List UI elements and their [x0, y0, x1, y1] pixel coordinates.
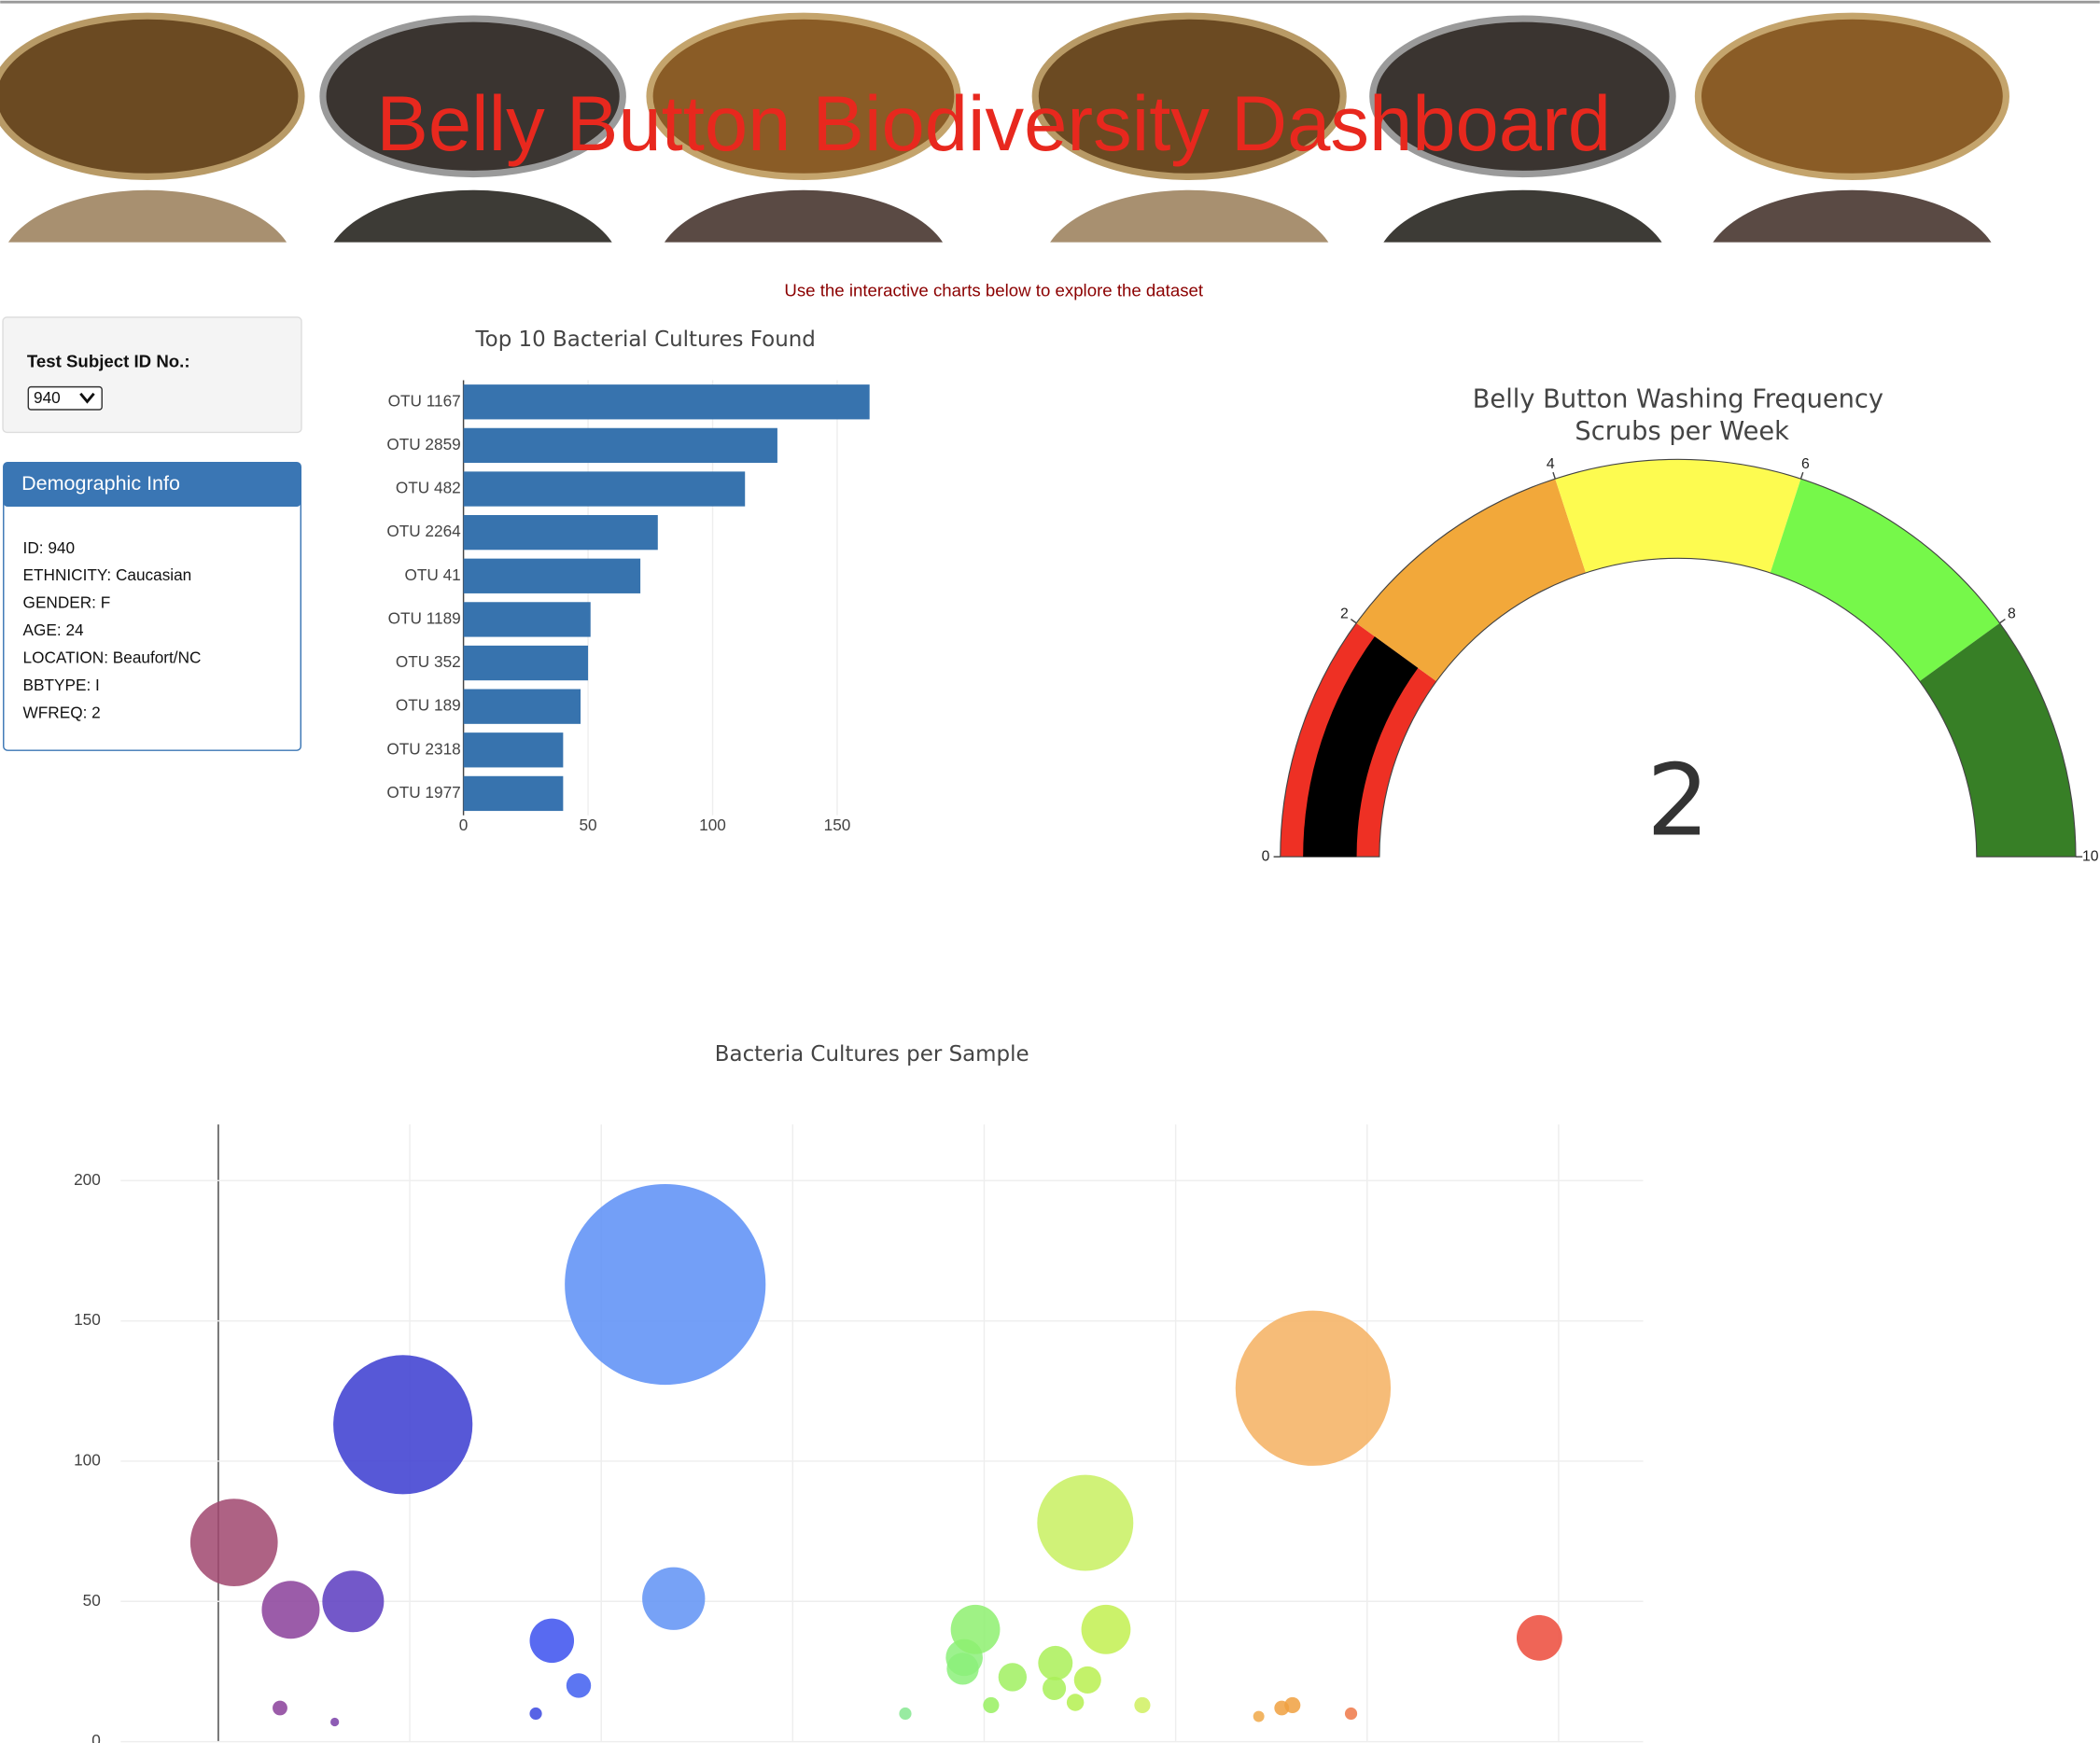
bubble	[1284, 1696, 1301, 1714]
gauge-tick	[1999, 618, 2006, 624]
demographic-row: AGE: 24	[23, 621, 84, 639]
page-title: Belly Button Biodiversity Dashboard	[376, 80, 1611, 167]
select-arrow[interactable]	[79, 392, 95, 404]
y-tick-label: 150	[74, 1310, 101, 1329]
bubble	[330, 1717, 340, 1727]
bubble	[1038, 1645, 1073, 1680]
y-tick-label: OTU 2264	[386, 522, 461, 540]
y-tick-label: OTU 1977	[386, 783, 460, 802]
gauge-tick-label: 0	[1262, 848, 1270, 864]
bar	[463, 558, 641, 593]
y-tick-label: OTU 2859	[386, 435, 460, 453]
bar	[463, 689, 581, 724]
chart-title: Bacteria Cultures per Sample	[715, 1042, 1029, 1067]
bubble	[1134, 1696, 1151, 1714]
bubble	[333, 1355, 473, 1495]
bar	[463, 602, 591, 637]
bar	[463, 471, 746, 507]
bubble	[1043, 1676, 1067, 1700]
bubble	[566, 1673, 592, 1698]
x-tick-label: 50	[579, 816, 596, 834]
gauge-tick	[1350, 618, 1357, 624]
y-tick-label: OTU 189	[396, 696, 461, 715]
gauge-step	[1919, 622, 2076, 858]
y-tick-label: OTU 352	[396, 652, 461, 671]
demographic-rows: ID: 940 ETHNICITY: Caucasian GENDER: F AGE:…	[23, 538, 202, 721]
bubble	[950, 1604, 1001, 1654]
selector-label: Test Subject ID No.:	[27, 352, 190, 371]
bubble	[1081, 1604, 1131, 1654]
gauge-tick-label: 8	[2008, 607, 2016, 622]
gauge-bar	[1303, 636, 1419, 858]
bubble	[1066, 1694, 1085, 1711]
bubble	[529, 1707, 542, 1721]
bubble	[1516, 1614, 1562, 1661]
subject-select[interactable]: 940	[27, 385, 103, 411]
header-banner	[0, 0, 2100, 243]
x-tick-label: 150	[824, 816, 851, 834]
gauge-step	[1770, 478, 2000, 682]
bubble	[1073, 1666, 1101, 1694]
gauge-value: 2	[1646, 743, 1710, 858]
bubble	[642, 1567, 706, 1630]
gauge-tick-label: 4	[1547, 456, 1555, 472]
gauge-tick	[1552, 471, 1556, 480]
chart-subtitle: Scrubs per Week	[1575, 417, 1789, 446]
gauge-step	[1356, 478, 1587, 682]
bar	[463, 427, 777, 464]
demographic-row: WFREQ: 2	[23, 703, 101, 721]
bubble	[1253, 1710, 1265, 1722]
demographic-row: LOCATION: Beaufort/NC	[23, 648, 202, 666]
demographic-row: ID: 940	[23, 538, 75, 557]
select-box[interactable]	[27, 385, 103, 411]
demographic-row: BBTYPE: I	[23, 676, 100, 694]
bar	[463, 732, 564, 768]
bar	[463, 645, 589, 681]
bubble	[998, 1663, 1028, 1692]
bubble	[1344, 1707, 1358, 1721]
gauge-tick-label: 2	[1340, 607, 1349, 622]
y-tick-label: OTU 482	[396, 479, 461, 497]
y-tick-label: OTU 41	[404, 565, 460, 584]
bubble	[273, 1700, 287, 1716]
gauge-step	[1555, 459, 1801, 573]
gauge-tick-label: 10	[2082, 848, 2099, 864]
bubble	[1037, 1474, 1134, 1571]
y-tick-label: OTU 1167	[388, 391, 461, 410]
bubble	[261, 1581, 320, 1639]
y-tick-label: 100	[74, 1450, 101, 1469]
bubble	[189, 1499, 278, 1586]
bubble	[899, 1707, 912, 1721]
gauge-tick	[1799, 471, 1804, 480]
x-tick-label: 0	[459, 816, 469, 834]
demographic-row: GENDER: F	[23, 593, 111, 612]
bar	[463, 384, 870, 420]
page-subtitle: Use the interactive charts below to expl…	[784, 281, 1203, 300]
y-tick-label: OTU 1189	[388, 608, 461, 627]
bar	[463, 775, 564, 812]
demographic-header	[3, 462, 301, 508]
y-tick-label: 0	[91, 1731, 101, 1743]
y-tick-label: OTU 2318	[386, 739, 460, 758]
bubble	[529, 1618, 575, 1664]
selector-panel	[2, 316, 302, 434]
bubble	[1235, 1310, 1392, 1466]
bubble	[565, 1183, 766, 1386]
chart-title: Top 10 Bacterial Cultures Found	[475, 328, 816, 352]
chart-title: Belly Button Washing Frequency	[1473, 384, 1883, 413]
gauge-outline	[1280, 458, 2077, 858]
select-value[interactable]: 940	[34, 388, 61, 407]
bubble	[983, 1696, 1000, 1714]
gauge-tick-label: 6	[1801, 456, 1810, 472]
demographic-title: Demographic Info	[21, 472, 180, 495]
bubble	[322, 1570, 385, 1633]
y-tick-label: 200	[74, 1170, 101, 1189]
y-tick-label: 50	[83, 1591, 101, 1610]
bar	[463, 515, 658, 551]
x-tick-label: 100	[699, 816, 726, 834]
demographic-row: ETHNICITY: Caucasian	[23, 565, 192, 584]
